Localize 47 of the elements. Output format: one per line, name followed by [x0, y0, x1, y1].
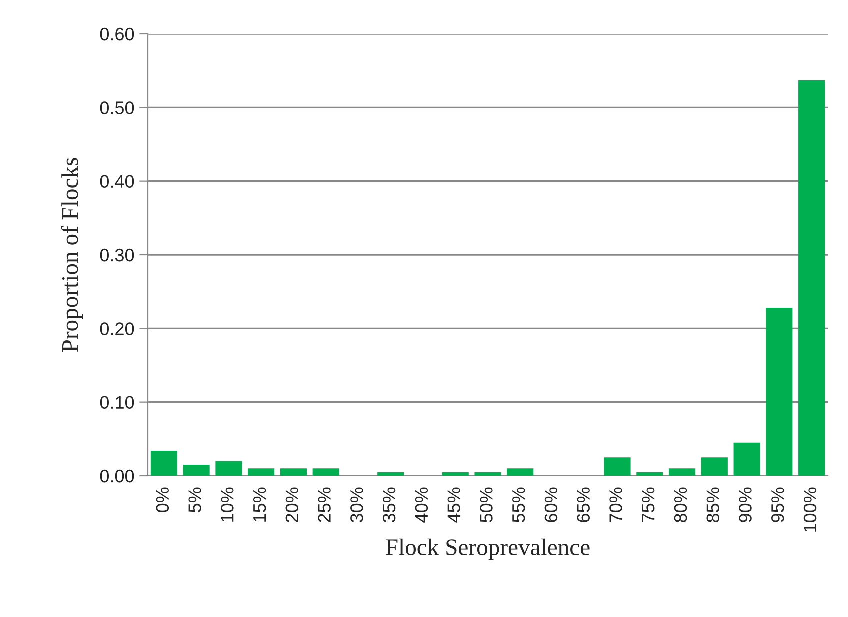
x-tick-label: 20%: [286, 488, 299, 522]
x-tick-label: 85%: [706, 488, 720, 522]
x-tick-label: 35%: [382, 488, 396, 523]
y-tick-label: 0.50: [100, 102, 134, 114]
x-tick-label: 95%: [771, 488, 784, 522]
x-tick-label: 15%: [253, 488, 266, 522]
x-tick-label: 90%: [739, 488, 752, 522]
x-tick-label: 0%: [156, 488, 170, 512]
x-tick-label: 10%: [221, 488, 234, 522]
bar: [604, 458, 631, 476]
x-tick-label: 25%: [318, 488, 331, 522]
bar: [248, 468, 275, 476]
x-tick-label: 65%: [577, 488, 590, 522]
x-tick-label: 40%: [415, 488, 428, 523]
y-tick-label: 0.60: [100, 28, 134, 41]
x-tick-label: 70%: [610, 488, 622, 522]
x-tick-label: 60%: [544, 488, 558, 522]
x-tick-label: 45%: [448, 488, 460, 523]
x-tick-label: 100%: [804, 488, 817, 532]
x-axis-title: Flock Seroprevalence: [386, 538, 590, 560]
bar: [216, 461, 242, 476]
x-tick-label: 30%: [350, 488, 364, 523]
bar: [312, 468, 340, 476]
bar: [734, 442, 760, 476]
bar: [378, 472, 404, 476]
bar: [474, 472, 502, 476]
bar: [280, 468, 307, 476]
y-tick-label: 0.20: [100, 322, 134, 336]
y-tick-label: 0.30: [100, 248, 134, 262]
bar: [150, 450, 178, 476]
bar: [507, 468, 534, 476]
bar: [701, 458, 728, 476]
x-tick-label: 75%: [642, 488, 655, 522]
bar: [766, 308, 793, 476]
y-tick-label: 0.40: [100, 175, 134, 188]
y-axis-title: Proportion of Flocks: [61, 158, 83, 352]
x-tick-label: 80%: [674, 488, 688, 522]
y-tick-label: 0.10: [100, 396, 134, 410]
bar: [636, 472, 664, 476]
bar: [669, 468, 696, 476]
x-tick-label: 50%: [480, 488, 493, 523]
bar: [442, 472, 469, 476]
y-tick-label: 0.00: [100, 470, 134, 483]
bar: [183, 464, 210, 476]
x-tick-label: 5%: [188, 488, 202, 512]
bar: [798, 80, 826, 476]
x-tick-label: 55%: [512, 488, 526, 523]
